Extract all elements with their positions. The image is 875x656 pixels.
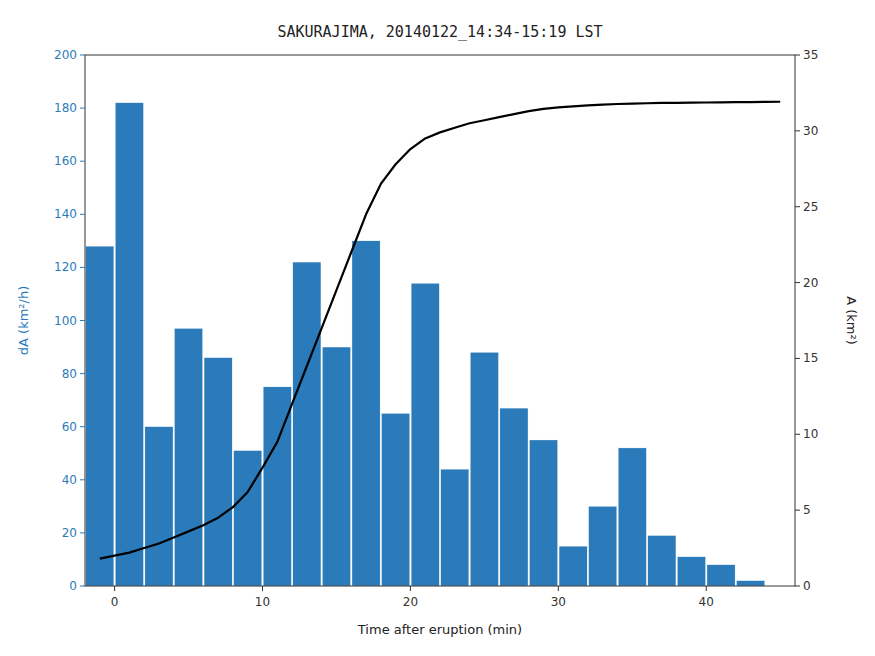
marks: [86, 102, 780, 586]
bar: [145, 427, 173, 586]
y2-tick: [795, 434, 800, 435]
y-tick: [80, 214, 85, 215]
y2-tick-label: 20: [803, 276, 818, 290]
y2-tick-label: 10: [803, 427, 818, 441]
y-tick-label: 200: [54, 48, 77, 62]
y-tick: [80, 373, 85, 374]
y-tick-label: 0: [69, 579, 77, 593]
bar: [707, 565, 735, 586]
bar: [204, 358, 232, 586]
bar: [559, 546, 587, 586]
plot-frame: [85, 55, 795, 586]
y2-tick: [795, 510, 800, 511]
y-tick-label: 120: [54, 260, 77, 274]
bar: [500, 408, 528, 586]
y2-tick-label: 25: [803, 200, 818, 214]
bar: [382, 413, 410, 586]
y2-tick-label: 30: [803, 124, 818, 138]
line: [100, 102, 780, 559]
x-tick: [262, 586, 263, 591]
y2-tick: [795, 358, 800, 359]
bar: [470, 352, 498, 586]
y2-tick: [795, 130, 800, 131]
bar: [322, 347, 350, 586]
bar: [352, 241, 380, 586]
bar: [589, 506, 617, 586]
y-tick-label: 160: [54, 154, 77, 168]
y-tick: [80, 108, 85, 109]
chart: 0 10 20 30 40 0 20 40 60 80 100 120 140 160 180 200 0 5 10…: [0, 0, 875, 656]
bar: [677, 557, 705, 586]
x-tick: [558, 586, 559, 591]
y-tick: [80, 267, 85, 268]
x-tick-label: 0: [111, 595, 119, 609]
y2-tick: [795, 55, 800, 56]
bar: [441, 469, 469, 586]
y2-axis-label: A (km²): [844, 296, 859, 345]
title: SAKURAJIMA, 20140122_14:34-15:19 LST: [277, 23, 602, 41]
x-tick-label: 20: [403, 595, 418, 609]
x-tick-label: 40: [699, 595, 714, 609]
y2-tick-label: 0: [803, 579, 811, 593]
bar: [737, 581, 765, 586]
bar: [411, 283, 439, 586]
x-tick-label: 30: [551, 595, 566, 609]
y-tick: [80, 426, 85, 427]
y-tick-label: 40: [62, 473, 77, 487]
bar: [86, 246, 114, 586]
y-tick: [80, 479, 85, 480]
y-tick: [80, 586, 85, 587]
x-tick: [706, 586, 707, 591]
bar: [529, 440, 557, 586]
y-tick-label: 80: [62, 367, 77, 381]
bar: [115, 103, 143, 586]
y2-tick: [795, 586, 800, 587]
y2-tick: [795, 206, 800, 207]
bar: [234, 451, 262, 586]
x-tick: [114, 586, 115, 591]
y-axis-label: dA (km²/h): [16, 286, 31, 355]
y-tick-label: 20: [62, 526, 77, 540]
x-tick: [410, 586, 411, 591]
y-tick: [80, 161, 85, 162]
y-tick: [80, 55, 85, 56]
y2-tick-label: 5: [803, 503, 811, 517]
x-tick-label: 10: [255, 595, 270, 609]
y-tick: [80, 320, 85, 321]
bar: [648, 536, 676, 586]
y2-tick: [795, 282, 800, 283]
bar: [293, 262, 321, 586]
bar: [174, 328, 202, 586]
bar: [618, 448, 646, 586]
y2-tick-label: 15: [803, 351, 818, 365]
y-tick-label: 100: [54, 314, 77, 328]
y-tick: [80, 532, 85, 533]
y2-tick-label: 35: [803, 48, 818, 62]
y-tick-label: 180: [54, 101, 77, 115]
x-axis-label: Time after eruption (min): [357, 622, 522, 637]
y-tick-label: 140: [54, 207, 77, 221]
y-tick-label: 60: [62, 420, 77, 434]
